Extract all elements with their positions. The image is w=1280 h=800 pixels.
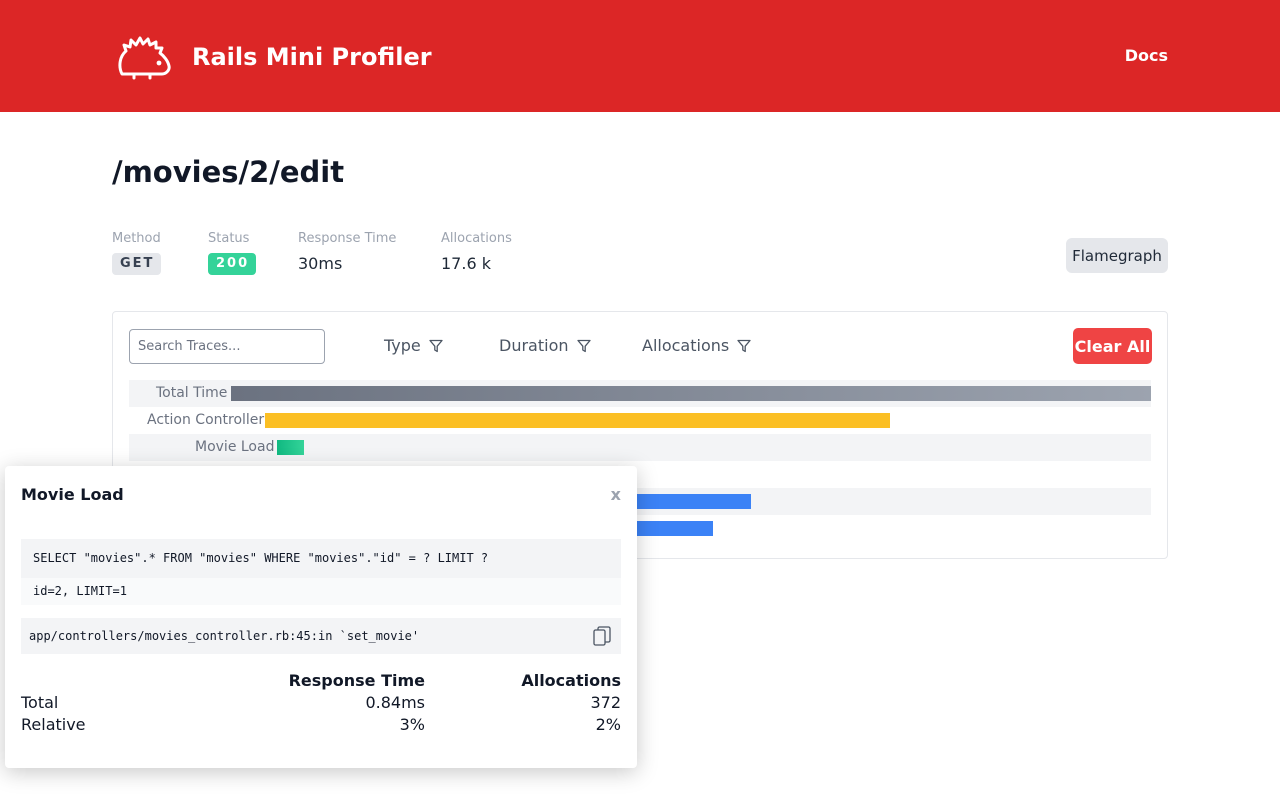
- trace-row-total-time[interactable]: Total Time: [129, 380, 1151, 407]
- trace-bar[interactable]: [231, 386, 1151, 401]
- stats-header-response-time: Response Time: [288, 671, 425, 690]
- response-time-value: 30ms: [298, 254, 343, 273]
- method-field: Method GET: [112, 231, 162, 275]
- allocations-filter-label: Allocations: [642, 336, 730, 355]
- trace-bar[interactable]: [265, 413, 890, 428]
- backtrace-text: app/controllers/movies_controller.rb:45:…: [29, 629, 420, 643]
- method-badge: GET: [112, 253, 162, 275]
- trace-row-movie-load[interactable]: Movie Load: [129, 434, 1151, 461]
- page-title: /movies/2/edit: [112, 155, 345, 189]
- backtrace-box: app/controllers/movies_controller.rb:45:…: [21, 618, 621, 654]
- trace-bar[interactable]: [277, 440, 304, 455]
- allocations-label: Allocations: [441, 231, 512, 246]
- clear-all-button[interactable]: Clear All: [1073, 328, 1152, 364]
- stats-header-allocations: Allocations: [521, 671, 621, 690]
- filter-icon: [576, 339, 591, 353]
- stats-relative-time: 3%: [399, 715, 425, 734]
- trace-row-action-controller[interactable]: Action Controller: [129, 407, 1151, 434]
- status-label: Status: [208, 231, 250, 246]
- app-header: Rails Mini Profiler Docs: [0, 0, 1280, 112]
- close-button[interactable]: x: [610, 485, 621, 504]
- status-field: Status 200: [208, 231, 257, 275]
- allocations-value: 17.6 k: [441, 254, 491, 273]
- response-time-label: Response Time: [298, 231, 397, 246]
- type-filter-label: Type: [384, 336, 421, 355]
- stats-relative-label: Relative: [21, 715, 86, 734]
- response-time-field: Response Time 30ms: [298, 231, 396, 275]
- allocations-filter[interactable]: Allocations: [642, 336, 751, 356]
- duration-filter[interactable]: Duration: [499, 336, 591, 356]
- sql-query: SELECT "movies".* FROM "movies" WHERE "m…: [21, 539, 621, 578]
- type-filter[interactable]: Type: [384, 336, 443, 356]
- brand-title[interactable]: Rails Mini Profiler: [192, 43, 432, 71]
- docs-link[interactable]: Docs: [1124, 46, 1168, 65]
- allocations-field: Allocations 17.6 k: [441, 231, 512, 275]
- search-traces-input[interactable]: [129, 329, 325, 364]
- trace-details-popover: Movie Load x SELECT "movies".* FROM "mov…: [5, 466, 637, 768]
- sql-binds: id=2, LIMIT=1: [21, 578, 621, 605]
- stats-total-label: Total: [21, 693, 59, 712]
- stats-relative-allocations: 2%: [595, 715, 621, 734]
- hedgehog-icon[interactable]: [116, 36, 172, 80]
- filter-icon: [737, 339, 751, 353]
- trace-label: Movie Load: [195, 439, 275, 455]
- status-badge: 200: [208, 253, 257, 275]
- copy-icon[interactable]: [593, 626, 611, 646]
- trace-label: Action Controller: [147, 412, 265, 428]
- flamegraph-button[interactable]: Flamegraph: [1066, 238, 1168, 273]
- trace-label: Total Time: [156, 385, 228, 401]
- stats-total-allocations: 372: [590, 693, 621, 712]
- method-label: Method: [112, 231, 161, 246]
- filter-icon: [429, 339, 443, 353]
- duration-filter-label: Duration: [499, 336, 569, 355]
- stats-total-time: 0.84ms: [365, 693, 425, 712]
- popover-title: Movie Load: [21, 485, 124, 504]
